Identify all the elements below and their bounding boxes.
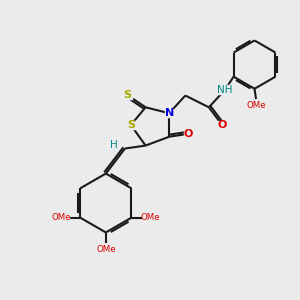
Text: OMe: OMe: [96, 245, 116, 254]
Text: S: S: [123, 90, 131, 100]
Bar: [126, 121, 136, 129]
Bar: [123, 91, 132, 99]
Bar: [53, 214, 69, 222]
Bar: [143, 214, 158, 222]
Bar: [248, 102, 264, 110]
Text: S: S: [127, 120, 135, 130]
Text: OMe: OMe: [246, 101, 266, 110]
Bar: [165, 110, 173, 117]
Text: OMe: OMe: [51, 213, 71, 222]
Bar: [110, 141, 118, 149]
Bar: [218, 85, 232, 94]
Bar: [98, 245, 113, 253]
Text: H: H: [110, 140, 118, 150]
Bar: [218, 121, 226, 129]
Text: OMe: OMe: [141, 213, 160, 222]
Text: O: O: [184, 129, 193, 139]
Text: O: O: [218, 120, 227, 130]
Bar: [184, 130, 192, 138]
Text: NH: NH: [217, 85, 233, 94]
Text: N: N: [164, 108, 174, 118]
